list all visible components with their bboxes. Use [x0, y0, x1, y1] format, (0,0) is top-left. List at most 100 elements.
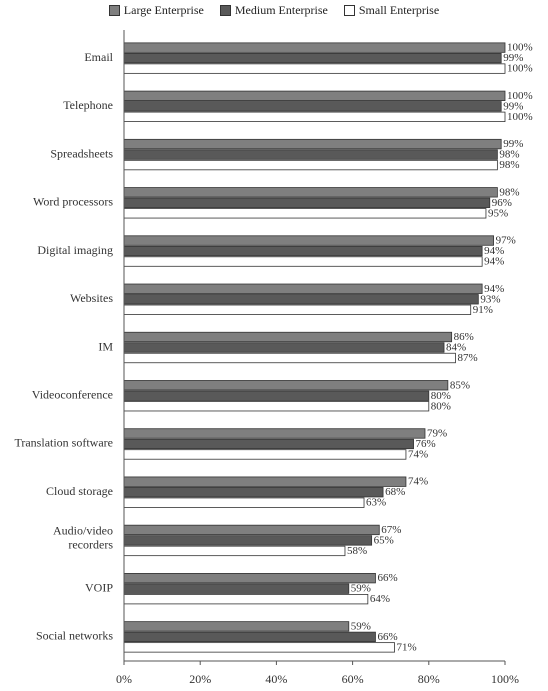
bar: [123, 535, 373, 546]
data-label: 74%: [408, 448, 428, 460]
legend-swatch-large: [108, 4, 120, 16]
data-label: 94%: [484, 283, 504, 295]
bar: [123, 390, 430, 401]
bar: [123, 497, 365, 508]
legend-label-medium: Medium Enterprise: [234, 2, 328, 17]
bar: [123, 111, 506, 122]
bar: [123, 642, 395, 653]
legend-item-small: Small Enterprise: [343, 2, 440, 18]
bar: [123, 545, 346, 557]
category-label: Websites: [70, 291, 113, 305]
bar: [123, 256, 483, 267]
data-label: 99%: [503, 100, 523, 112]
x-tick-label: 100%: [491, 672, 519, 686]
data-label: 94%: [484, 256, 504, 268]
data-label: 98%: [499, 186, 519, 198]
x-tick-label: 80%: [418, 672, 440, 686]
category-label: Audio/video recorders: [53, 523, 113, 551]
data-label: 64%: [370, 593, 390, 605]
data-label: 80%: [431, 400, 451, 412]
bar: [123, 401, 430, 412]
data-label: 71%: [397, 641, 417, 653]
data-label: 100%: [507, 111, 533, 123]
data-label: 91%: [473, 304, 493, 316]
data-label: 63%: [366, 497, 386, 509]
bar: [123, 63, 506, 74]
bar: [123, 187, 498, 198]
category-label: Email: [84, 50, 113, 64]
bar: [123, 573, 376, 584]
legend-item-large: Large Enterprise: [108, 2, 204, 18]
bar: [123, 42, 506, 53]
data-label: 65%: [374, 534, 394, 546]
category-label: VOIP: [85, 580, 113, 594]
bar: [123, 101, 502, 112]
bar: [123, 235, 494, 246]
category-label: Social networks: [36, 629, 113, 643]
bar: [123, 283, 483, 294]
data-label: 95%: [488, 207, 508, 219]
category-label: Digital imaging: [37, 243, 113, 257]
data-label: 66%: [377, 631, 397, 643]
data-label: 99%: [503, 52, 523, 64]
data-label: 80%: [431, 390, 451, 402]
data-label: 94%: [484, 245, 504, 257]
category-label: Translation software: [14, 436, 113, 450]
data-label: 59%: [351, 620, 371, 632]
data-label: 93%: [480, 293, 500, 305]
data-label: 97%: [496, 235, 516, 247]
category-label: Videoconference: [32, 387, 113, 401]
x-tick-label: 0%: [116, 672, 132, 686]
bar: [123, 428, 426, 439]
bar: [123, 380, 449, 391]
data-label: 84%: [446, 342, 466, 354]
legend-swatch-medium: [219, 4, 231, 16]
bar: [123, 594, 369, 605]
data-label: 59%: [351, 583, 371, 595]
bar: [123, 621, 350, 632]
bar: [123, 487, 384, 498]
bar: [123, 197, 491, 208]
data-label: 85%: [450, 379, 470, 391]
x-tick-label: 60%: [342, 672, 364, 686]
data-label: 98%: [499, 149, 519, 161]
data-label: 98%: [499, 159, 519, 171]
bar: [123, 245, 483, 257]
category-label: Telephone: [63, 98, 113, 112]
data-label: 100%: [507, 42, 533, 54]
data-label: 86%: [454, 331, 474, 343]
data-label: 79%: [427, 427, 447, 439]
bar: [123, 90, 506, 101]
bar: [123, 52, 502, 64]
data-label: 100%: [507, 90, 533, 102]
legend: Large Enterprise Medium Enterprise Small…: [0, 2, 548, 18]
bar: [123, 524, 380, 536]
data-label: 74%: [408, 476, 428, 488]
bar: [123, 159, 498, 171]
data-label: 68%: [385, 486, 405, 498]
category-label: Spreadsheets: [50, 146, 113, 160]
data-label: 99%: [503, 138, 523, 150]
legend-label-large: Large Enterprise: [123, 2, 204, 17]
bar: [123, 208, 487, 219]
data-label: 87%: [457, 352, 477, 364]
legend-swatch-small: [343, 4, 355, 16]
x-tick-label: 40%: [265, 672, 287, 686]
x-tick-label: 20%: [189, 672, 211, 686]
data-label: 100%: [507, 63, 533, 75]
bar: [123, 304, 472, 315]
bar: [123, 138, 502, 150]
bar: [123, 294, 479, 305]
legend-item-medium: Medium Enterprise: [219, 2, 328, 18]
data-label: 76%: [416, 438, 436, 450]
bar: [123, 352, 456, 364]
data-label: 67%: [381, 524, 401, 536]
bar: [123, 149, 498, 160]
data-label: 58%: [347, 545, 367, 557]
category-label: Cloud storage: [46, 484, 113, 498]
bar: [123, 449, 407, 460]
legend-label-small: Small Enterprise: [358, 2, 440, 17]
data-label: 96%: [492, 197, 512, 209]
